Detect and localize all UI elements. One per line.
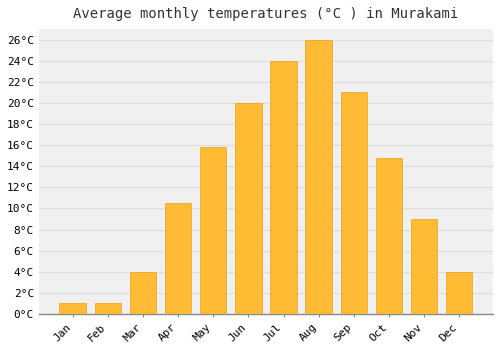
Bar [446, 272, 472, 314]
Bar [376, 158, 402, 314]
Bar [130, 272, 156, 314]
Bar [165, 203, 191, 314]
Bar [235, 103, 262, 314]
Bar [270, 61, 296, 314]
Bar [340, 92, 367, 314]
Bar [60, 303, 86, 314]
Title: Average monthly temperatures (°C ) in Murakami: Average monthly temperatures (°C ) in Mu… [74, 7, 458, 21]
Bar [411, 219, 438, 314]
Bar [94, 303, 121, 314]
Bar [200, 147, 226, 314]
Bar [306, 40, 332, 314]
